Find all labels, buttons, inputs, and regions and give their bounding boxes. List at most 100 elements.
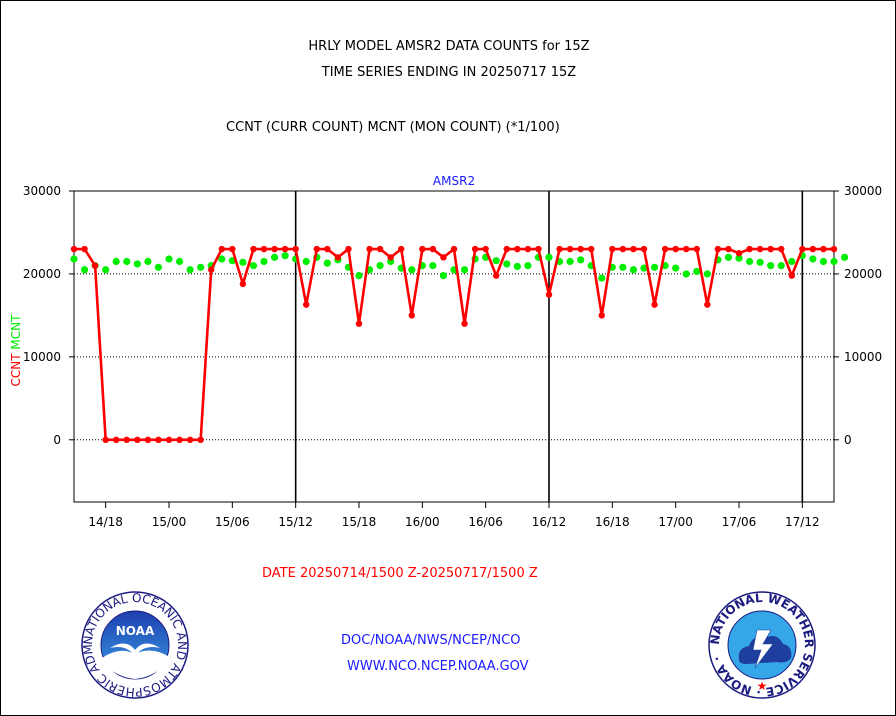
x-tick-label: 15/12 xyxy=(278,515,313,529)
ccnt-point xyxy=(598,312,605,319)
ccnt-point xyxy=(70,245,78,253)
ccnt-point xyxy=(767,245,774,253)
ccnt-point xyxy=(303,301,310,308)
mcnt-point xyxy=(703,270,711,278)
y-tick-label-left: 10000 xyxy=(23,350,61,364)
y-tick-label-left: 20000 xyxy=(23,267,61,281)
y-tick-label-right: 20000 xyxy=(844,267,882,281)
ccnt-point xyxy=(387,254,394,261)
org-path-link[interactable]: DOC/NOAA/NWS/NCEP/NCO xyxy=(341,633,521,648)
mcnt-point xyxy=(693,267,701,276)
mcnt-point xyxy=(249,262,258,270)
y-axis-label-mcnt: MCNT xyxy=(9,314,23,350)
x-tick-label: 17/06 xyxy=(722,515,757,529)
mcnt-point xyxy=(619,263,627,271)
mcnt-point xyxy=(809,255,817,263)
mcnt-point xyxy=(682,270,690,278)
mcnt-point xyxy=(239,258,247,266)
nws-logo[interactable]: NATIONAL WEATHER SERVICE · NOAA · ★ xyxy=(707,590,817,700)
mcnt-point xyxy=(175,257,184,266)
y-axis-label-ccnt: CCNT xyxy=(9,350,23,387)
ccnt-point xyxy=(514,245,521,253)
ccnt-point xyxy=(102,436,109,443)
mcnt-point xyxy=(745,257,754,266)
ccnt-point xyxy=(144,436,152,443)
chart-subtitle: CCNT (CURR COUNT) MCNT (MON COUNT) (*1/1… xyxy=(226,120,560,135)
ccnt-point xyxy=(408,312,415,319)
ccnt-point xyxy=(345,245,352,253)
time-series-chart: 14/18 15/00 15/06 15/12 15/18 16/00 16/06 16/12… xyxy=(9,174,882,529)
mcnt-point xyxy=(429,262,437,270)
ccnt-point xyxy=(588,245,595,253)
ccnt-point xyxy=(640,245,648,253)
ccnt-point xyxy=(630,245,637,253)
ccnt-point xyxy=(809,245,817,253)
ccnt-point xyxy=(239,280,247,288)
ccnt-point xyxy=(693,245,700,253)
ccnt-point xyxy=(250,245,257,253)
ccnt-point xyxy=(524,245,532,253)
ccnt-point xyxy=(493,272,500,279)
ccnt-point xyxy=(81,245,88,253)
ccnt-point xyxy=(735,250,743,257)
mcnt-point xyxy=(376,262,384,270)
ccnt-point xyxy=(218,245,225,253)
ccnt-point xyxy=(155,436,162,443)
mcnt-point xyxy=(492,257,500,265)
ccnt-point xyxy=(165,436,173,443)
mcnt-point xyxy=(788,257,796,266)
noaa-logo[interactable]: NATIONAL OCEANIC AND ATMOSPHERIC ADMINIS… xyxy=(80,590,190,700)
chart-title-line1: HRLY MODEL AMSR2 DATA COUNTS for 15Z xyxy=(308,39,590,54)
ccnt-point xyxy=(556,245,563,253)
ccnt-point xyxy=(313,245,320,253)
mcnt-point xyxy=(218,255,226,263)
ccnt-point xyxy=(355,320,363,327)
mcnt-point xyxy=(598,274,606,282)
mcnt-point xyxy=(197,263,205,271)
mcnt-point xyxy=(123,257,131,266)
mcnt-point xyxy=(281,252,289,260)
grid-layer xyxy=(74,273,834,441)
x-tick-label: 15/06 xyxy=(215,515,250,529)
ccnt-point xyxy=(609,245,616,253)
website-link[interactable]: WWW.NCO.NCEP.NOAA.GOV xyxy=(347,659,529,674)
svg-text:★: ★ xyxy=(757,679,768,693)
ccnt-point xyxy=(91,262,99,269)
mcnt-point xyxy=(102,266,110,274)
ccnt-point xyxy=(704,301,711,308)
mcnt-point xyxy=(355,271,363,280)
mcnt-point xyxy=(767,262,775,270)
x-tick-label: 15/00 xyxy=(152,515,187,529)
ccnt-point xyxy=(545,291,553,298)
mcnt-point xyxy=(80,266,89,274)
mcnt-point xyxy=(186,266,194,274)
ccnt-point xyxy=(440,254,447,261)
ccnt-point xyxy=(503,245,510,253)
mcnt-point xyxy=(408,266,416,274)
chart-title-line2: TIME SERIES ENDING IN 20250717 15Z xyxy=(321,65,577,80)
ccnt-point xyxy=(619,245,627,253)
ccnt-point xyxy=(376,245,384,253)
ccnt-point xyxy=(429,245,437,253)
ccnt-point xyxy=(577,245,584,253)
mcnt-point xyxy=(513,262,521,271)
ccnt-point xyxy=(651,301,658,308)
ccnt-point xyxy=(281,245,289,253)
ccnt-point xyxy=(482,245,489,253)
y-tick-label-left: 30000 xyxy=(23,184,61,198)
mcnt-point xyxy=(672,264,680,272)
ccnt-point xyxy=(229,245,236,253)
x-tick-label: 16/18 xyxy=(595,515,630,529)
ccnt-point xyxy=(566,245,574,253)
ccnt-point xyxy=(714,245,722,253)
mcnt-point xyxy=(756,258,764,266)
ccnt-point xyxy=(830,245,838,253)
ccnt-point xyxy=(756,245,764,253)
mcnt-point xyxy=(144,257,152,266)
ccnt-point xyxy=(334,254,342,261)
ccnt-point xyxy=(788,272,795,279)
x-tick-label: 15/18 xyxy=(342,515,377,529)
mcnt-point xyxy=(650,263,659,271)
plot-title: AMSR2 xyxy=(433,174,475,188)
x-tick-label: 17/12 xyxy=(785,515,820,529)
